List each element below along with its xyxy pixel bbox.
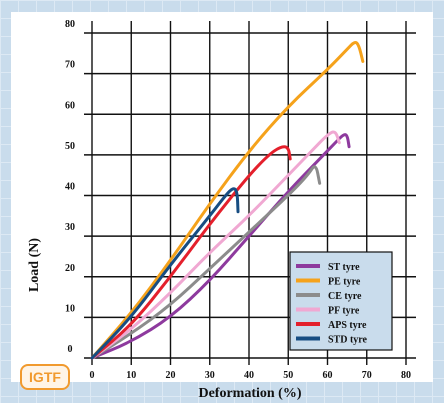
y-tick-label: 10: [65, 303, 75, 314]
legend-box: [289, 251, 393, 351]
x-tick-label: 50: [283, 370, 293, 381]
legend-label: CE tyre: [328, 291, 362, 302]
series-line-pf-tyre: [90, 130, 341, 360]
legend-label: ST tyre: [328, 262, 360, 273]
y-axis-ticks: 0 10 20 30 40 50 60 70 80: [65, 19, 75, 355]
x-tick-label: 70: [362, 370, 372, 381]
y-tick-label: 30: [65, 222, 75, 233]
series-lines: [90, 40, 365, 360]
legend-label: APS tyre: [328, 320, 367, 331]
x-tick-label: 40: [244, 370, 254, 381]
y-tick-label: 40: [65, 182, 75, 193]
x-tick-label: 20: [166, 370, 176, 381]
y-tick-label: 60: [65, 100, 75, 111]
x-axis-label: Deformation (%): [198, 386, 301, 401]
x-tick-label: 30: [205, 370, 215, 381]
series-line-aps-tyre: [90, 145, 292, 360]
x-axis-ticks: 0 10 20 30 40 50 60 70 80: [90, 370, 412, 381]
series-line-pe-tyre: [90, 40, 365, 360]
y-tick-label: 20: [65, 263, 75, 274]
series-line-ce-tyre: [90, 165, 322, 360]
igtf-logo: IGTF: [20, 364, 70, 390]
legend-label: PF tyre: [328, 306, 360, 317]
y-tick-label: 80: [65, 19, 75, 30]
y-axis-label: Load (N): [27, 238, 42, 292]
x-tick-label: 60: [323, 370, 333, 381]
y-tick-label: 70: [65, 60, 75, 71]
y-tick-label: 0: [68, 344, 73, 355]
y-tick-label: 50: [65, 141, 75, 152]
x-tick-label: 10: [126, 370, 136, 381]
x-tick-label: 0: [90, 370, 95, 381]
legend: ST tyre PE tyre CE tyre PF tyre APS tyre STD …: [289, 251, 393, 351]
x-tick-label: 80: [401, 370, 411, 381]
series-line-std-tyre: [90, 187, 240, 360]
legend-label: STD tyre: [328, 335, 368, 346]
legend-label: PE tyre: [328, 277, 361, 288]
